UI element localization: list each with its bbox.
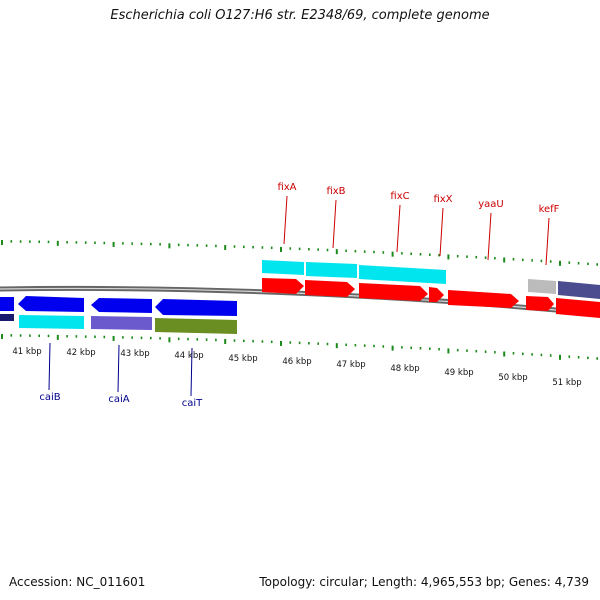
feature-slate[interactable] [558, 281, 600, 299]
gene-label-fixC[interactable]: fixC [390, 191, 409, 202]
genome-title: Escherichia coli O127:H6 str. E2348/69, … [0, 8, 600, 23]
ruler-label: 51 kbp [552, 378, 581, 388]
gene-label-caiB[interactable]: caiB [39, 392, 60, 403]
ruler-label: 50 kbp [498, 373, 527, 383]
ruler-label: 42 kbp [66, 348, 95, 358]
gene-label-kefF[interactable]: kefF [539, 204, 560, 215]
gene-leader-line [397, 205, 400, 252]
cds-arrow[interactable] [526, 296, 554, 311]
cds-arrow[interactable] [18, 296, 84, 312]
feature-cyan[interactable] [262, 260, 304, 275]
cds-arrow[interactable] [262, 278, 304, 294]
gene-label-fixA[interactable]: fixA [277, 182, 296, 193]
feature-slate[interactable] [0, 314, 14, 321]
cds-arrow[interactable] [359, 283, 428, 301]
gene-label-caiA[interactable]: caiA [108, 394, 129, 405]
accession-label: Accession: NC_011601 [9, 575, 145, 589]
kbp-ruler: 41 kbp 42 kbp 43 kbp 44 kbp 45 kbp 46 kbp 47 k… [12, 347, 581, 388]
ruler-label: 46 kbp [282, 357, 311, 367]
genome-map: fixA fixB fixC fixX yaaU kefF caiB caiA caiT 41… [0, 0, 600, 600]
ruler-label: 44 kbp [174, 351, 203, 361]
gene-label-yaaU[interactable]: yaaU [478, 199, 504, 210]
plus-strand-gene-labels: fixA fixB fixC fixX yaaU kefF [277, 182, 559, 265]
ruler-label: 49 kbp [444, 368, 473, 378]
gene-leader-line [440, 208, 443, 256]
gene-label-caiT[interactable]: caiT [182, 398, 203, 409]
gene-label-fixX[interactable]: fixX [433, 194, 452, 205]
ruler-label: 43 kbp [120, 349, 149, 359]
ruler-label: 45 kbp [228, 354, 257, 364]
gene-leader-line [546, 218, 549, 265]
cds-arrow[interactable] [0, 297, 14, 311]
minus-strand-feature-track [0, 314, 237, 334]
feature-cyan[interactable] [359, 265, 446, 284]
minus-strand-cds-track [0, 296, 237, 316]
cds-arrow[interactable] [91, 298, 152, 313]
gene-leader-line [488, 213, 491, 260]
cds-arrow[interactable] [448, 290, 519, 308]
gene-leader-line [284, 196, 287, 244]
feature-cyan[interactable] [19, 315, 84, 329]
cds-arrow[interactable] [155, 299, 237, 316]
feature-grey[interactable] [528, 279, 556, 294]
ruler-label: 41 kbp [12, 347, 41, 357]
ruler-label: 48 kbp [390, 364, 419, 374]
feature-cyan[interactable] [306, 262, 357, 278]
feature-olive[interactable] [155, 318, 237, 334]
gene-leader-line [118, 345, 119, 392]
gene-leader-line [49, 343, 50, 390]
cds-arrow[interactable] [556, 298, 600, 318]
feature-slate[interactable] [91, 316, 152, 330]
topology-label: Topology: circular; Length: 4,965,553 bp… [259, 575, 589, 589]
ruler-label: 47 kbp [336, 360, 365, 370]
cds-arrow[interactable] [305, 280, 355, 297]
gene-label-fixB[interactable]: fixB [326, 186, 345, 197]
gene-leader-line [333, 200, 336, 248]
